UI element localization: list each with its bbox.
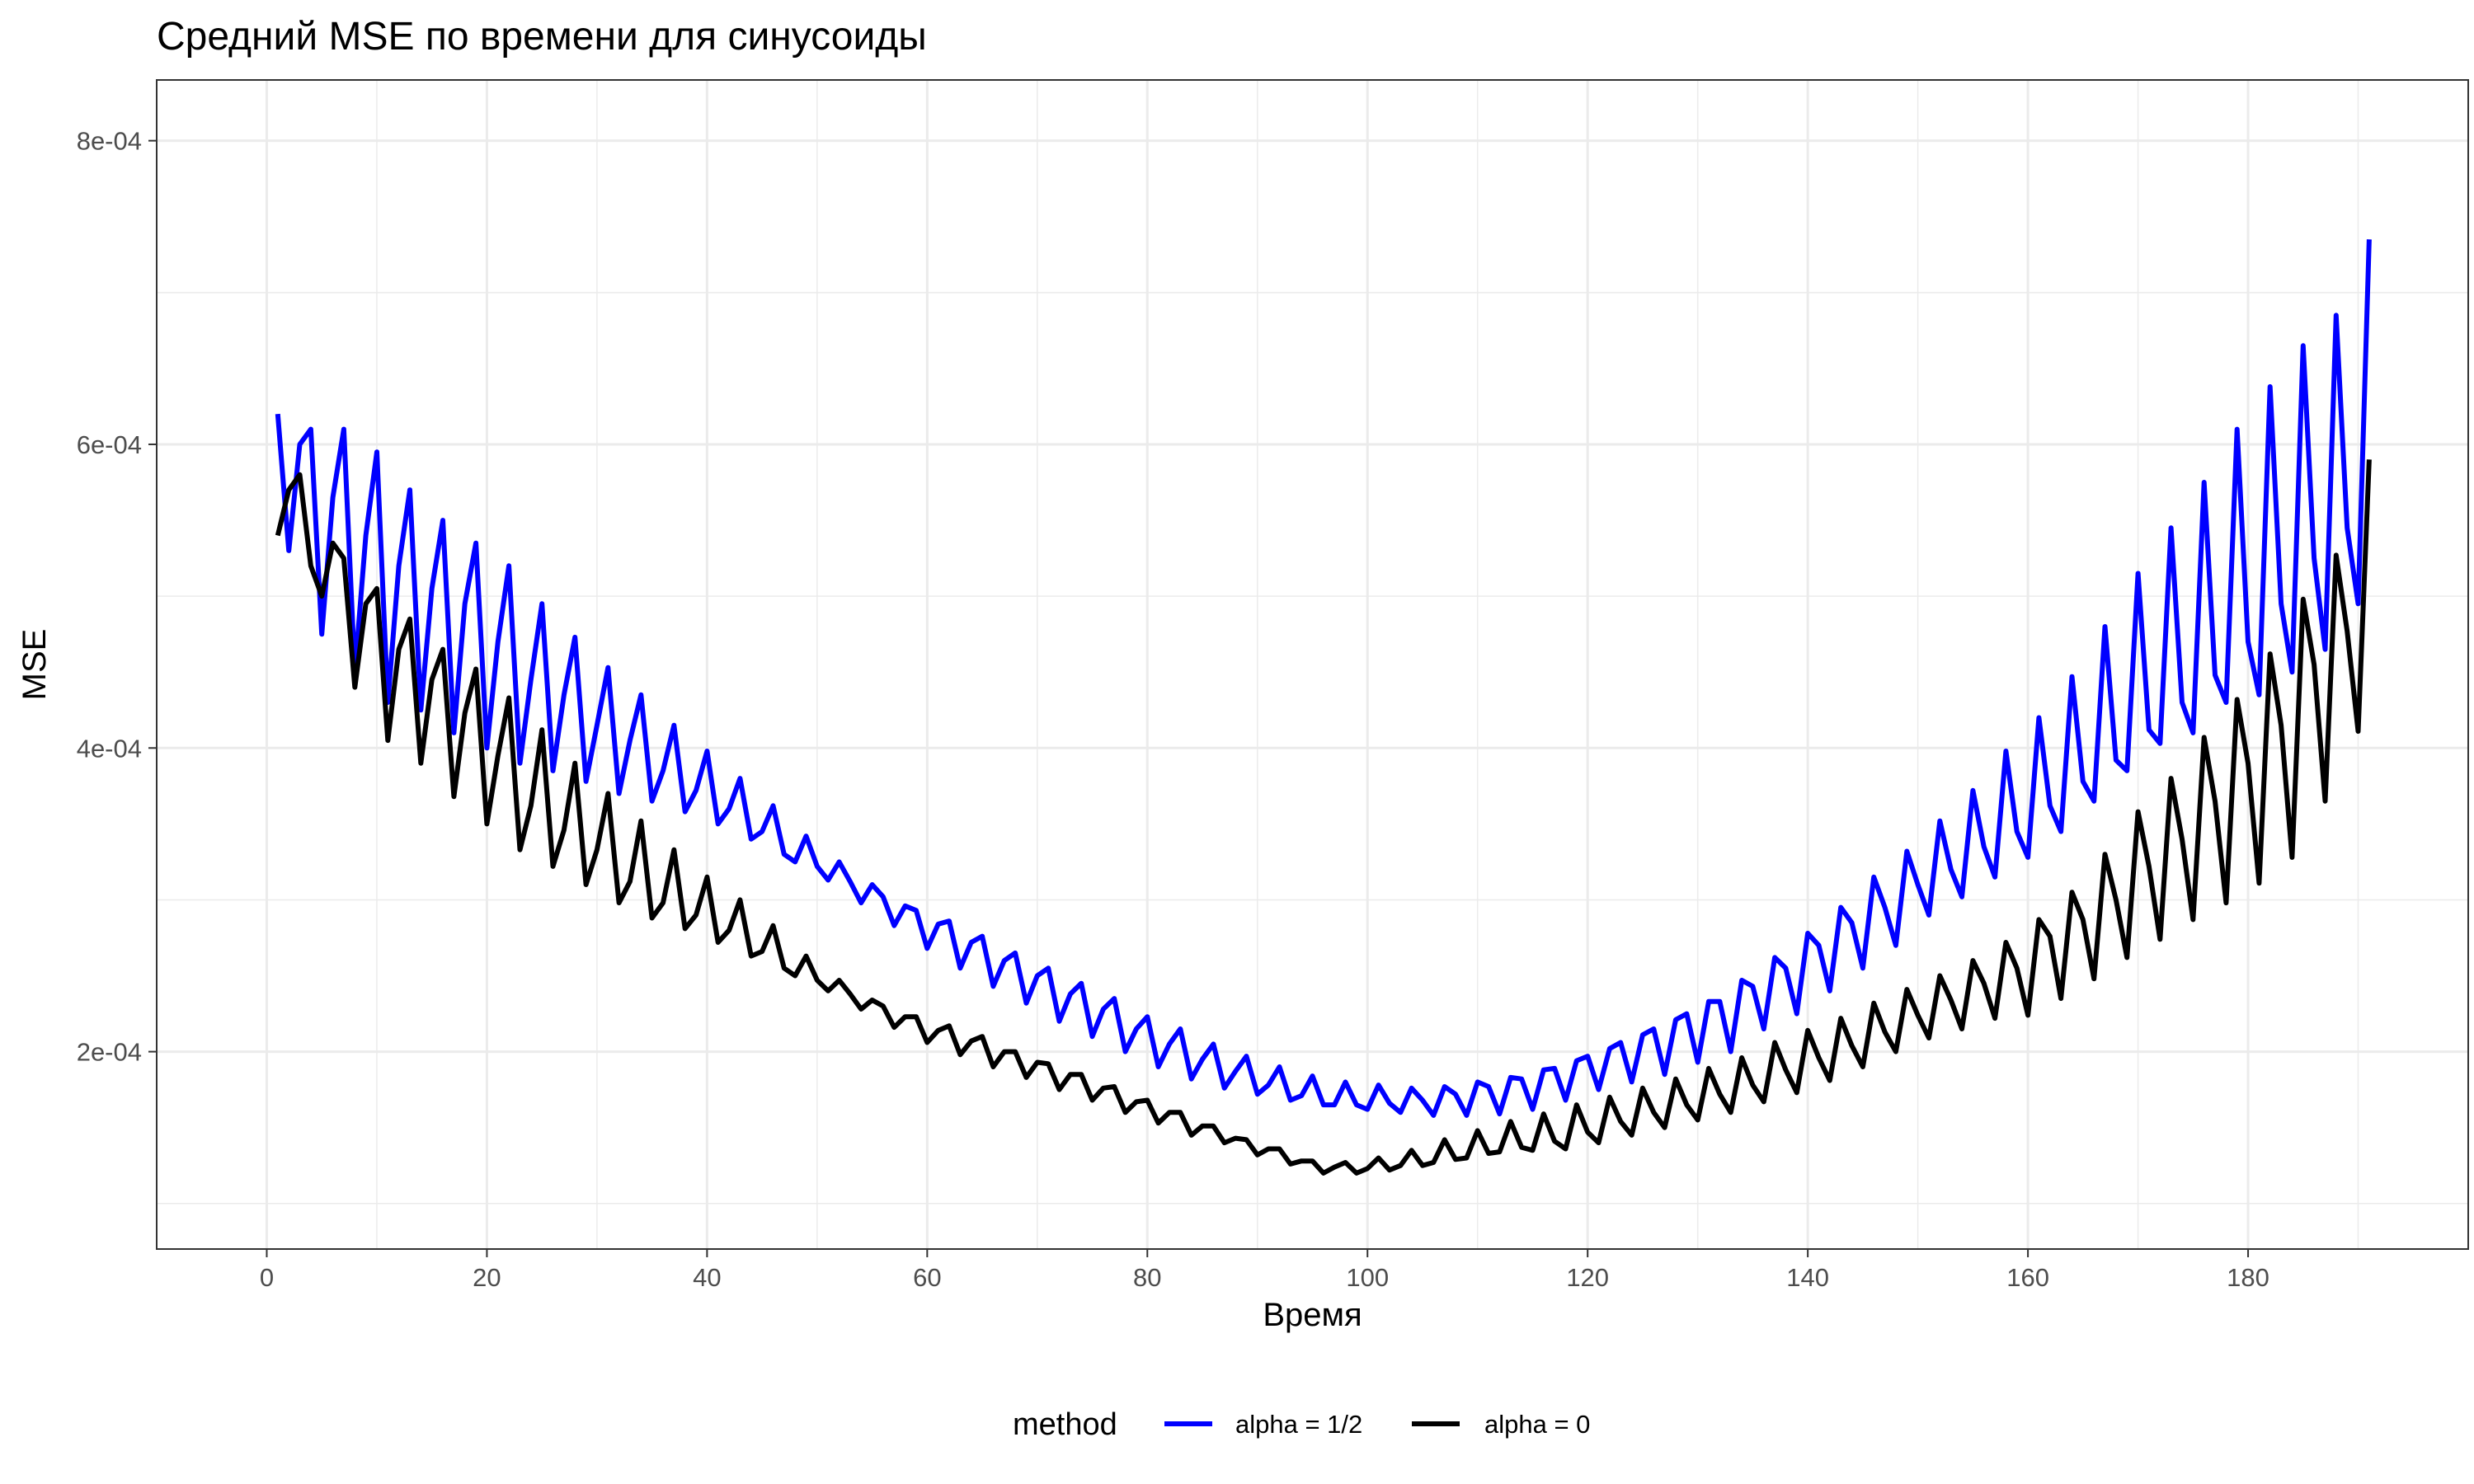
y-tick-label: 6e-04 bbox=[77, 430, 142, 459]
series-line-alpha-zero bbox=[275, 459, 2372, 1176]
chart-title: Средний MSE по времени для синусоиды bbox=[157, 15, 927, 59]
y-tick-label: 8e-04 bbox=[77, 127, 142, 156]
series-layer bbox=[275, 239, 2372, 1176]
x-tick-label: 180 bbox=[2227, 1263, 2269, 1292]
y-tick-label: 4e-04 bbox=[77, 734, 142, 763]
x-tick-label: 140 bbox=[1786, 1263, 1829, 1292]
x-axis-ticks: 0 20 40 60 80 100 120 140 160 180 bbox=[260, 1249, 2269, 1292]
series-line-alpha-half bbox=[275, 239, 2372, 1118]
y-tick-label: 2e-04 bbox=[77, 1038, 142, 1067]
x-tick-label: 100 bbox=[1346, 1263, 1389, 1292]
x-tick-label: 80 bbox=[1133, 1263, 1161, 1292]
x-tick-label: 60 bbox=[913, 1263, 941, 1292]
legend-label-alpha-half: alpha = 1/2 bbox=[1235, 1410, 1362, 1439]
y-axis-ticks: 2e-04 4e-04 6e-04 8e-04 bbox=[77, 127, 157, 1067]
x-axis-title: Время bbox=[1263, 1297, 1362, 1333]
legend-label-alpha-zero: alpha = 0 bbox=[1484, 1410, 1590, 1439]
x-tick-label: 120 bbox=[1566, 1263, 1609, 1292]
x-tick-label: 20 bbox=[473, 1263, 501, 1292]
legend-title: method bbox=[1013, 1407, 1117, 1442]
x-tick-label: 160 bbox=[2006, 1263, 2049, 1292]
panel-border bbox=[156, 79, 2469, 1250]
legend: method alpha = 1/2 alpha = 0 bbox=[1013, 1407, 1590, 1442]
x-tick-label: 0 bbox=[260, 1263, 274, 1292]
grid-minor bbox=[156, 80, 2468, 1249]
x-tick-label: 40 bbox=[693, 1263, 721, 1292]
y-axis-title: MSE bbox=[16, 629, 53, 701]
